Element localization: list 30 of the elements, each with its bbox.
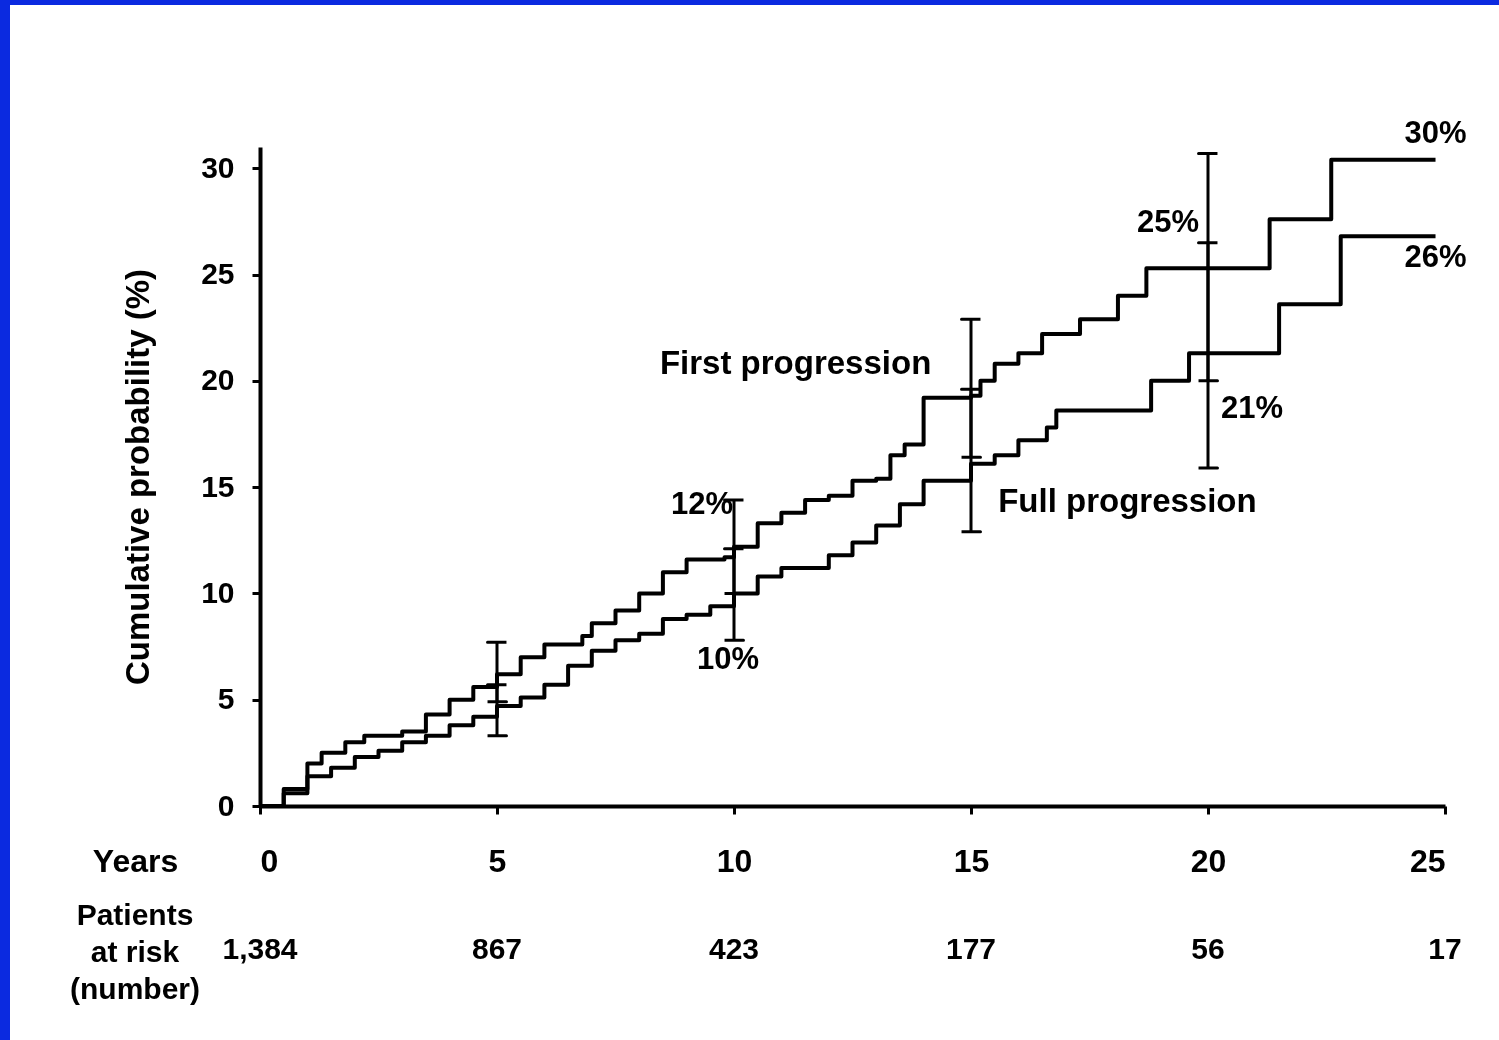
annotation: 10% bbox=[696, 641, 760, 677]
y-tick-label: 10 bbox=[201, 575, 235, 609]
x-tick-label: 15 bbox=[953, 842, 990, 879]
text: 867 bbox=[471, 932, 523, 965]
annotation: 12% bbox=[670, 485, 734, 521]
x-tick-label: 20 bbox=[1190, 842, 1227, 879]
annotation: 21% bbox=[1220, 389, 1284, 425]
x-tick-label: 0 bbox=[260, 842, 279, 879]
y-tick-label: 5 bbox=[217, 682, 235, 716]
y-tick-label: 20 bbox=[201, 363, 235, 397]
x-tick-label: 10 bbox=[716, 842, 753, 879]
text: 177 bbox=[945, 932, 997, 965]
x-tick-label: 5 bbox=[488, 842, 507, 879]
annotation: 30% bbox=[1404, 114, 1467, 150]
x-axis-title: Years bbox=[92, 842, 179, 879]
series-label: First progression bbox=[659, 343, 932, 381]
text: Patients at risk (number) bbox=[70, 898, 200, 1005]
x-tick-label: 25 bbox=[1409, 842, 1446, 879]
annotation: 26% bbox=[1404, 239, 1467, 275]
y-tick-label: 25 bbox=[201, 257, 235, 291]
text: 17 bbox=[1428, 932, 1462, 965]
annotation: 25% bbox=[1136, 203, 1200, 239]
text: 56 bbox=[1191, 932, 1225, 965]
text: 1,384 bbox=[222, 932, 298, 965]
y-tick-label: 30 bbox=[201, 150, 235, 184]
text: 423 bbox=[708, 932, 760, 965]
y-tick-label: 0 bbox=[217, 788, 235, 822]
y-axis-title: Cumulative probability (%) bbox=[119, 268, 157, 686]
y-tick-label: 15 bbox=[201, 469, 235, 503]
series-label: Full progression bbox=[998, 482, 1257, 520]
